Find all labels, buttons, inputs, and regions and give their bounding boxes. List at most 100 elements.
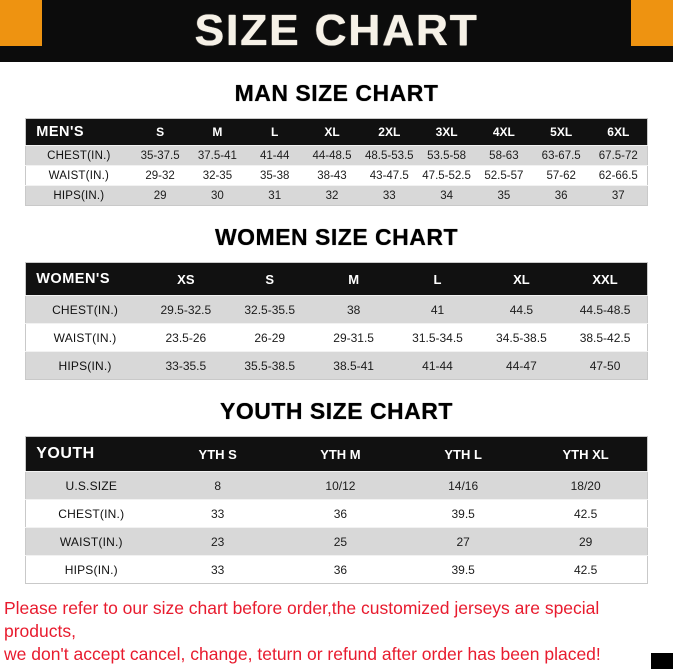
cell-value: 29-32 — [131, 165, 189, 186]
header-row: YOUTH YTH S YTH M YTH L YTH XL — [25, 436, 648, 472]
cell-value: 10/12 — [279, 471, 402, 500]
cell-value: 39.5 — [401, 499, 525, 528]
corner-accent-top-right — [631, 0, 673, 46]
row-label: CHEST(IN.) — [25, 145, 132, 166]
cell-value: 26-29 — [227, 323, 312, 352]
column-header: XL — [479, 262, 564, 296]
cell-value: 43-47.5 — [360, 165, 418, 186]
cell-value: 38 — [311, 295, 396, 324]
page-title: SIZE CHART — [194, 6, 479, 55]
cell-value: 35-37.5 — [131, 145, 189, 166]
women-table-title: WOMEN'S — [25, 262, 144, 296]
cell-value: 34 — [417, 185, 476, 206]
cell-value: 38.5-42.5 — [563, 323, 648, 352]
column-header: YTH M — [279, 436, 402, 472]
row-label: HIPS(IN.) — [25, 351, 144, 380]
cell-value: 41-44 — [395, 351, 480, 380]
column-header: S — [131, 118, 189, 146]
cell-value: 38-43 — [303, 165, 361, 186]
cell-value: 44-47 — [479, 351, 564, 380]
table-row: CHEST(IN.) 29.5-32.5 32.5-35.5 38 41 44.5 44.5… — [25, 295, 648, 324]
cell-value: 35 — [475, 185, 533, 206]
youth-table-head: YOUTH YTH S YTH M YTH L YTH XL — [25, 436, 648, 472]
cell-value: 48.5-53.5 — [360, 145, 418, 166]
column-header: L — [246, 118, 304, 146]
table-row: U.S.SIZE 8 10/12 14/16 18/20 — [25, 471, 648, 500]
cell-value: 39.5 — [401, 555, 525, 584]
row-label: WAIST(IN.) — [25, 527, 157, 556]
cell-value: 41-44 — [246, 145, 304, 166]
cell-value: 33-35.5 — [143, 351, 228, 380]
table-row: WAIST(IN.) 29-32 32-35 35-38 38-43 43-47.5 47.… — [25, 165, 648, 186]
row-label: HIPS(IN.) — [25, 555, 157, 584]
cell-value: 67.5-72 — [589, 145, 648, 166]
cell-value: 47.5-52.5 — [417, 165, 476, 186]
cell-value: 29.5-32.5 — [143, 295, 228, 324]
cell-value: 30 — [188, 185, 247, 206]
women-table-body: CHEST(IN.) 29.5-32.5 32.5-35.5 38 41 44.5 44.5… — [25, 295, 648, 380]
cell-value: 29-31.5 — [311, 323, 396, 352]
title-banner: SIZE CHART — [0, 0, 673, 62]
cell-value: 36 — [532, 185, 590, 206]
youth-table-title: YOUTH — [25, 436, 157, 472]
row-label: WAIST(IN.) — [25, 323, 144, 352]
youth-size-table: YOUTH YTH S YTH M YTH L YTH XL U.S.SIZE 8 10/12… — [25, 436, 648, 584]
cell-value: 23 — [156, 527, 280, 556]
footer-line: Please refer to our size chart before or… — [4, 598, 600, 642]
footer-line: we don't accept cancel, change, teturn o… — [4, 644, 601, 665]
cell-value: 32.5-35.5 — [227, 295, 312, 324]
charts-container: MAN SIZE CHART MEN'S S M L XL 2XL 3XL 4XL 5XL 6XL C… — [0, 80, 673, 584]
cell-value: 44-48.5 — [303, 145, 361, 166]
cell-value: 32-35 — [188, 165, 247, 186]
column-header: XXL — [563, 262, 648, 296]
cell-value: 34.5-38.5 — [479, 323, 564, 352]
table-row: CHEST(IN.) 35-37.5 37.5-41 41-44 44-48.5 48.5… — [25, 145, 648, 166]
column-header: M — [311, 262, 396, 296]
cell-value: 44.5-48.5 — [563, 295, 648, 324]
column-header: XS — [143, 262, 228, 296]
youth-table-body: U.S.SIZE 8 10/12 14/16 18/20 CHEST(IN.) 33 36 39… — [25, 471, 648, 584]
cell-value: 37.5-41 — [188, 145, 247, 166]
corner-block-bottom-right — [651, 653, 673, 669]
cell-value: 38.5-41 — [311, 351, 396, 380]
header-row: MEN'S S M L XL 2XL 3XL 4XL 5XL 6XL — [25, 118, 648, 146]
column-header: L — [395, 262, 480, 296]
cell-value: 35.5-38.5 — [227, 351, 312, 380]
cell-value: 35-38 — [246, 165, 304, 186]
table-row: HIPS(IN.) 33 36 39.5 42.5 — [25, 555, 648, 584]
column-header: XL — [303, 118, 361, 146]
cell-value: 23.5-26 — [143, 323, 228, 352]
column-header: YTH XL — [524, 436, 648, 472]
row-label: U.S.SIZE — [25, 471, 157, 500]
cell-value: 29 — [524, 527, 648, 556]
women-table-head: WOMEN'S XS S M L XL XXL — [25, 262, 648, 296]
column-header: YTH L — [401, 436, 525, 472]
cell-value: 31.5-34.5 — [395, 323, 480, 352]
men-table-body: CHEST(IN.) 35-37.5 37.5-41 41-44 44-48.5 48.5… — [25, 145, 648, 206]
cell-value: 52.5-57 — [475, 165, 533, 186]
cell-value: 25 — [279, 527, 402, 556]
section-heading-women: WOMEN SIZE CHART — [214, 224, 459, 250]
table-row: WAIST(IN.) 23 25 27 29 — [25, 527, 648, 556]
column-header: 4XL — [475, 118, 533, 146]
cell-value: 47-50 — [563, 351, 648, 380]
table-row: WAIST(IN.) 23.5-26 26-29 29-31.5 31.5-34.5 34… — [25, 323, 648, 352]
cell-value: 58-63 — [475, 145, 533, 166]
men-table-title: MEN'S — [25, 118, 132, 146]
table-row: HIPS(IN.) 33-35.5 35.5-38.5 38.5-41 41-44 44-… — [25, 351, 648, 380]
column-header: 6XL — [589, 118, 648, 146]
row-label: HIPS(IN.) — [25, 185, 132, 206]
cell-value: 37 — [589, 185, 648, 206]
cell-value: 42.5 — [524, 555, 648, 584]
cell-value: 33 — [156, 499, 280, 528]
row-label: CHEST(IN.) — [25, 295, 144, 324]
cell-value: 62-66.5 — [589, 165, 648, 186]
row-label: WAIST(IN.) — [25, 165, 132, 186]
cell-value: 53.5-58 — [417, 145, 476, 166]
cell-value: 44.5 — [479, 295, 564, 324]
footer-notice: Please refer to our size chart before or… — [4, 597, 671, 666]
corner-accent-top-left — [0, 0, 42, 46]
cell-value: 41 — [395, 295, 480, 324]
cell-value: 8 — [156, 471, 280, 500]
